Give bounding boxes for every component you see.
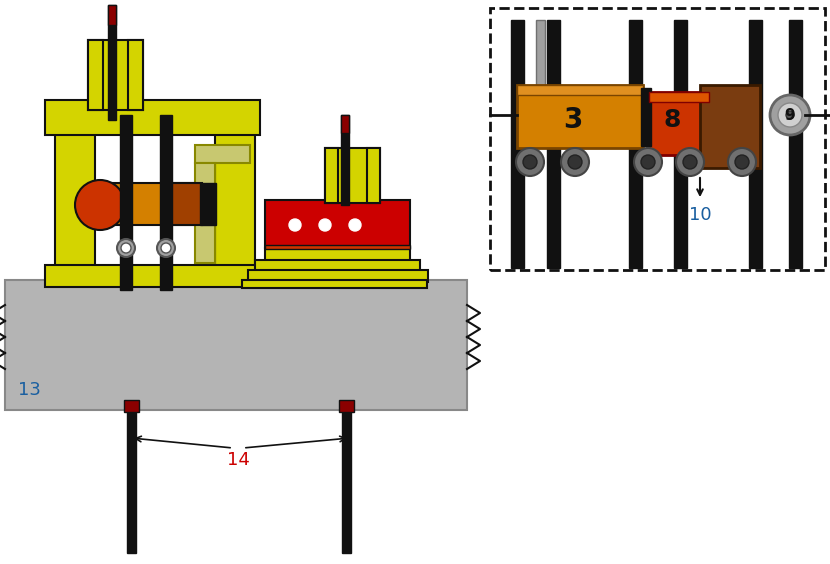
Bar [265, 245, 410, 249]
Text: 9: 9 [784, 108, 795, 122]
Bar [700, 85, 760, 168]
Bar [749, 20, 762, 268]
Circle shape [75, 180, 125, 230]
Bar [255, 260, 420, 272]
Circle shape [683, 155, 697, 169]
Bar [195, 145, 250, 163]
Bar [649, 92, 709, 102]
Circle shape [523, 155, 537, 169]
Circle shape [516, 148, 544, 176]
Bar [649, 92, 709, 155]
Circle shape [735, 155, 749, 169]
Bar [547, 20, 560, 268]
Bar [45, 100, 260, 135]
Bar [242, 280, 427, 288]
Circle shape [728, 148, 756, 176]
Bar [342, 408, 351, 553]
Circle shape [157, 239, 175, 257]
Bar [88, 40, 103, 110]
Bar [341, 115, 349, 133]
Bar [325, 148, 380, 203]
Bar [127, 408, 136, 553]
Bar [124, 400, 139, 412]
Bar [55, 105, 95, 280]
Circle shape [319, 219, 331, 231]
Bar [120, 115, 132, 290]
Bar [339, 400, 354, 412]
Text: 13: 13 [18, 381, 41, 399]
Circle shape [641, 155, 655, 169]
Bar [108, 5, 116, 25]
Circle shape [121, 243, 131, 253]
Text: 8: 8 [663, 108, 681, 132]
Text: 3: 3 [564, 106, 583, 134]
Bar [490, 8, 825, 270]
Bar [248, 270, 428, 282]
Bar [674, 20, 687, 268]
Bar [128, 40, 143, 110]
Bar [517, 85, 643, 148]
Bar [215, 105, 255, 280]
Bar [160, 115, 172, 290]
Bar [195, 163, 215, 263]
Bar [200, 183, 216, 225]
Bar [325, 148, 338, 203]
Circle shape [634, 148, 662, 176]
Circle shape [676, 148, 704, 176]
Circle shape [778, 103, 802, 127]
Bar [641, 88, 651, 146]
Bar [167, 183, 202, 225]
Bar [265, 200, 410, 248]
Bar [100, 183, 195, 225]
Circle shape [349, 219, 361, 231]
Bar [341, 115, 349, 205]
Bar [88, 40, 143, 110]
Circle shape [568, 155, 582, 169]
Circle shape [561, 148, 589, 176]
Bar [511, 20, 524, 268]
Bar [367, 148, 380, 203]
Circle shape [117, 239, 135, 257]
Circle shape [161, 243, 171, 253]
Bar [5, 280, 467, 410]
Bar [45, 265, 260, 287]
Bar [536, 20, 545, 105]
Circle shape [289, 219, 301, 231]
Bar [629, 20, 642, 268]
Bar [265, 248, 410, 262]
Bar [789, 20, 802, 268]
Text: 14: 14 [227, 451, 250, 469]
Circle shape [786, 111, 794, 119]
Text: 10: 10 [689, 206, 711, 224]
Circle shape [770, 95, 810, 135]
Bar [517, 85, 643, 95]
Bar [108, 5, 116, 120]
